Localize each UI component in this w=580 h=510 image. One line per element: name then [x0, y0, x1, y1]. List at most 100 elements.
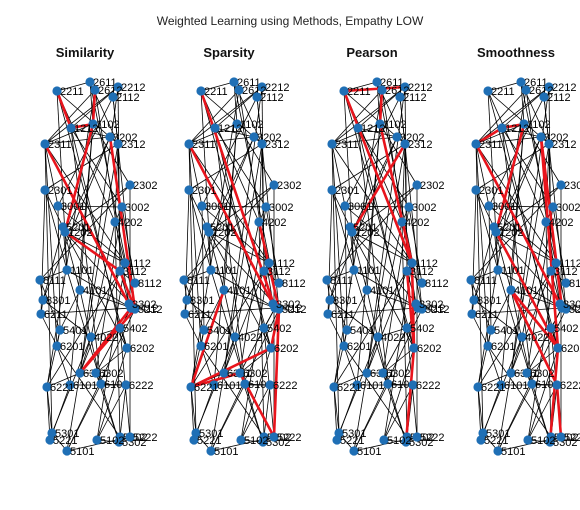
node-label: 5301 — [342, 428, 366, 440]
edge-2212-2311 — [44, 86, 119, 145]
node-6102 — [96, 379, 106, 389]
node-5101 — [206, 446, 216, 456]
node-label: 2301 — [479, 185, 503, 197]
edge-1101-2412 — [66, 269, 132, 309]
edge-1102-6101 — [500, 123, 525, 386]
edge-1112-6221 — [333, 262, 413, 388]
edge-4202-4022 — [90, 221, 116, 338]
edge-6202-5102 — [240, 347, 272, 441]
edge-1101-8111 — [326, 269, 355, 281]
node-label: 5212 — [282, 304, 306, 316]
edge-2302-8111 — [183, 184, 275, 281]
node-3002 — [117, 202, 127, 212]
node-5402 — [546, 323, 556, 333]
node-6201 — [483, 341, 493, 351]
node-6302 — [235, 368, 245, 378]
edge-1112-6221 — [46, 262, 126, 388]
node-label: 6211 — [475, 309, 499, 321]
highlight-edge-1212-2311 — [474, 126, 504, 146]
node-2212 — [113, 82, 123, 92]
edge-1112-6221 — [190, 262, 270, 388]
node-label: 5201 — [66, 222, 90, 234]
node-4101 — [362, 285, 372, 295]
edge-5201-8301 — [186, 226, 208, 301]
edge-2301-1101 — [331, 189, 355, 271]
node-label: 3112 — [123, 266, 147, 278]
node-label: 6201 — [347, 341, 371, 353]
edge-3202-2311 — [44, 136, 111, 145]
node-6202 — [409, 343, 419, 353]
node-label: 1212 — [74, 123, 98, 135]
node-1112 — [120, 258, 130, 268]
node-label: 5222 — [564, 432, 580, 444]
node-3302 — [268, 299, 278, 309]
node-5402 — [402, 323, 412, 333]
edge-6201-5202 — [343, 345, 408, 438]
edge-5402-4022 — [234, 327, 265, 338]
edge-1212-5402 — [501, 127, 552, 329]
node-6222 — [121, 380, 131, 390]
node-label: 6221 — [337, 382, 361, 394]
node-6301 — [506, 368, 516, 378]
node-label: 2412 — [134, 303, 158, 315]
edge-6202-6302 — [526, 347, 559, 374]
node-4022 — [517, 332, 527, 342]
edge-6222-5202 — [263, 384, 271, 438]
edge-6301-6221 — [46, 372, 81, 388]
node-2312 — [544, 139, 554, 149]
edge-2302-8111 — [39, 184, 131, 281]
node-label: 3001 — [492, 201, 516, 213]
node-1101 — [493, 265, 503, 275]
node-5222 — [412, 432, 422, 442]
node-6301 — [362, 368, 372, 378]
node-2301 — [327, 185, 337, 195]
edge-6211-6201 — [471, 313, 489, 347]
highlight-edge-group — [342, 85, 416, 444]
node-label: 2212 — [121, 82, 145, 94]
edge-2311-6201 — [44, 143, 58, 347]
node-3001 — [340, 201, 350, 211]
node-label: 1112 — [272, 258, 295, 270]
node-label: 6222 — [129, 380, 153, 392]
edge-6211-6201 — [40, 313, 58, 347]
node-2212 — [400, 82, 410, 92]
edge-5401-6221 — [477, 329, 492, 388]
node-label: 1202 — [499, 227, 523, 239]
edge-2312-5101 — [353, 143, 406, 452]
node-8301 — [182, 295, 192, 305]
highlight-edge-2311-2412 — [474, 142, 564, 310]
node-label: 3302 — [563, 299, 580, 311]
edge-2312-4202 — [401, 143, 406, 223]
edge-3001-3002 — [201, 205, 267, 208]
edge-1212-5402 — [70, 127, 121, 329]
node-5101 — [349, 446, 359, 456]
edge-6102-5101 — [66, 383, 102, 452]
node-label: 5401 — [350, 325, 374, 337]
edge-3002-8112 — [265, 206, 280, 284]
node-6101 — [65, 380, 75, 390]
edge-2412-6302 — [239, 307, 276, 374]
node-1202 — [491, 227, 501, 237]
highlight-edge-1202-2312 — [350, 142, 407, 234]
node-5221 — [189, 435, 199, 445]
edge-1212-5402 — [357, 127, 408, 329]
node-label: 5301 — [199, 428, 223, 440]
node-label: 6101 — [504, 380, 528, 392]
node-3112 — [402, 266, 412, 276]
edge-2611-1102 — [233, 81, 238, 125]
node-label: 8111 — [330, 275, 353, 287]
node-6202 — [553, 343, 563, 353]
node-label: 5222 — [277, 432, 301, 444]
node-label: 5401 — [494, 325, 518, 337]
node-3112 — [115, 266, 125, 276]
node-label: 5102 — [244, 435, 268, 447]
node-label: 3002 — [125, 202, 149, 214]
edge-6301-6221 — [333, 372, 368, 388]
node-6222 — [552, 380, 562, 390]
edge-3002-8112 — [121, 206, 136, 284]
node-8111 — [179, 275, 189, 285]
node-label: 6201 — [60, 341, 84, 353]
node-label: 8111 — [43, 275, 66, 287]
